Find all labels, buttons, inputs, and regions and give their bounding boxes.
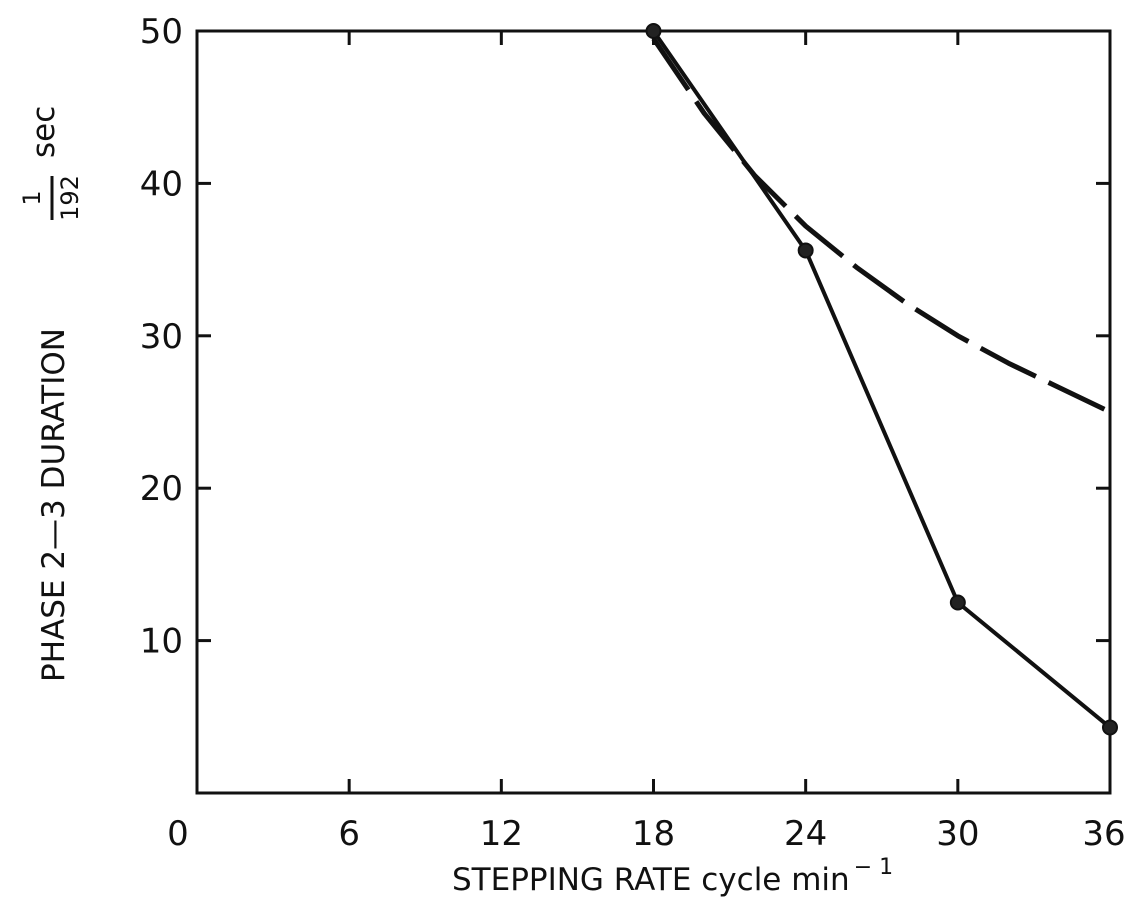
data-point [797, 242, 814, 259]
marker-layer [645, 23, 1118, 736]
x-axis-title-text: STEPPING RATE cycle min [452, 862, 850, 898]
data-point [949, 594, 966, 611]
dashed-series-line [651, 37, 1112, 415]
x-axis-title: STEPPING RATE cycle min − 1 [452, 855, 893, 898]
y-axis-title: PHASE 2—3 DURATION 1 192 sec [18, 106, 84, 682]
y-tick-label: 30 [140, 317, 183, 357]
y-tick-label: 50 [140, 12, 183, 52]
data-point [645, 23, 662, 39]
y-tick-label: 20 [140, 469, 183, 509]
plot-frame [195, 29, 1112, 795]
x-tick-label: 18 [632, 814, 675, 854]
y-tick-label: 40 [140, 164, 183, 204]
series-layer [651, 29, 1112, 730]
x-tick-label: 6 [338, 814, 360, 854]
plot-border [195, 29, 1112, 795]
y-axis-fraction-denominator: 192 [56, 175, 84, 221]
y-axis-title-text: PHASE 2—3 DURATION [36, 328, 72, 682]
x-axis-title-superscript: − 1 [854, 855, 893, 880]
x-tick-label: 12 [480, 814, 523, 854]
x-tick-label: 0 [167, 814, 189, 854]
tick-labels: 0 6 12 18 24 30 36 10 20 30 40 50 [140, 12, 1126, 854]
y-axis-fraction-numerator: 1 [18, 190, 46, 205]
x-tick-label: 24 [784, 814, 827, 854]
y-tick-label: 10 [140, 622, 183, 662]
x-tick-label: 30 [936, 814, 979, 854]
x-tick-label: 36 [1082, 814, 1125, 854]
y-axis-unit: sec [26, 106, 62, 158]
data-point [1102, 719, 1118, 736]
axis-ticks [197, 31, 1110, 793]
